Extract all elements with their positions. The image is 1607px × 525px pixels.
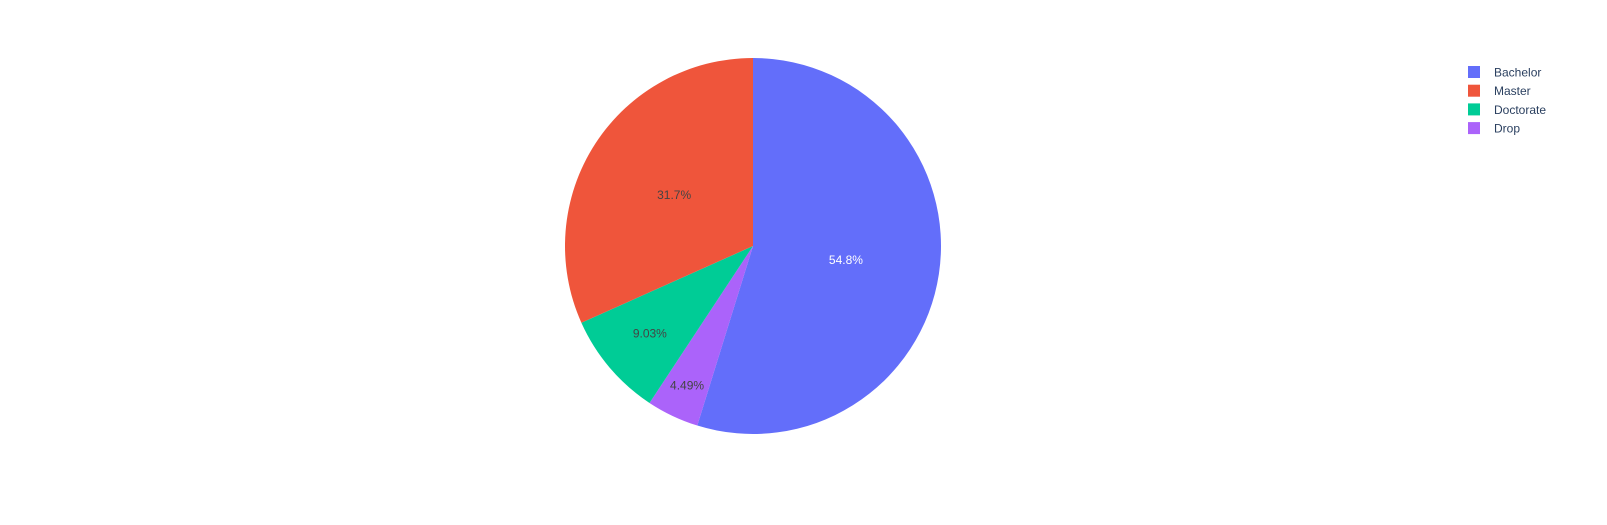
pie-label-master: 31.7% [657,188,691,202]
legend-swatch-doctorate [1468,103,1480,116]
pie-slice-bachelor[interactable] [697,58,942,434]
legend-label-master: Master [1494,84,1531,98]
legend-item-drop[interactable]: Drop [1468,122,1520,136]
legend-item-master[interactable]: Master [1468,84,1531,98]
pie-slice-doctorate[interactable] [581,246,753,403]
pie-slice-master[interactable] [565,58,753,323]
legend-swatch-bachelor [1468,66,1480,78]
legend-swatch-master [1468,84,1480,97]
legend-item-bachelor[interactable]: Bachelor [1468,66,1541,80]
pie-label-doctorate: 9.03% [633,327,667,341]
legend: Bachelor Master Doctorate Drop [1468,66,1546,136]
pie-slices [565,58,942,434]
legend-label-bachelor: Bachelor [1494,66,1541,80]
pie-labels: 54.8% 4.49% 9.03% 31.7% [633,188,863,392]
legend-swatch-drop [1468,122,1480,135]
pie-label-bachelor: 54.8% [829,253,863,267]
legend-label-doctorate: Doctorate [1494,103,1546,117]
pie-label-drop: 4.49% [670,378,704,392]
legend-item-doctorate[interactable]: Doctorate [1468,103,1546,117]
legend-label-drop: Drop [1494,122,1520,136]
pie-slice-drop[interactable] [649,246,753,426]
